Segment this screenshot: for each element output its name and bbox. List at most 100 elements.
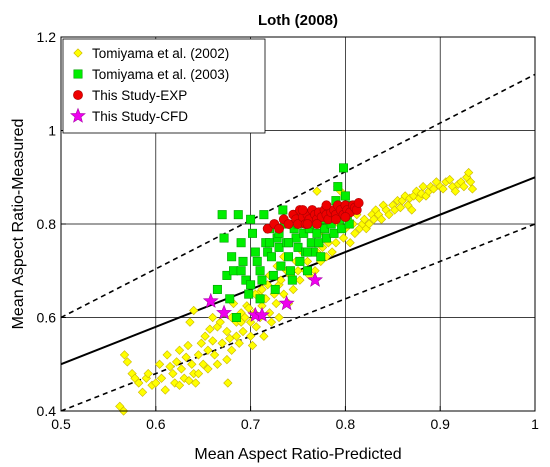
- circle-point: [274, 223, 284, 234]
- square-point: [312, 228, 322, 238]
- square-point: [236, 266, 246, 276]
- diamond-point: [445, 174, 455, 185]
- diamond-point: [459, 181, 469, 192]
- diamond-point: [259, 331, 269, 341]
- diamond-point: [208, 336, 218, 346]
- circle-point: [262, 223, 273, 234]
- diamond-point: [174, 345, 185, 355]
- series-circle: [262, 198, 364, 234]
- diamond-point: [160, 385, 170, 395]
- y-tick-label: 0.4: [37, 403, 57, 419]
- square-point: [278, 205, 288, 215]
- circle-point: [297, 205, 308, 215]
- diamond-point: [165, 361, 175, 372]
- circle-point: [302, 219, 313, 229]
- diamond-point: [418, 181, 428, 192]
- diamond-point: [223, 378, 233, 388]
- diamond-point: [276, 275, 286, 285]
- x-tick-label: 0.9: [430, 416, 450, 432]
- diamond-point: [231, 331, 242, 341]
- diamond-point: [238, 326, 248, 337]
- y-tick-label: 1.2: [37, 29, 57, 45]
- square-point: [231, 312, 241, 322]
- diamond-point: [227, 345, 237, 355]
- diamond-point: [245, 331, 256, 341]
- diamond-point: [331, 238, 341, 248]
- diamond-point: [162, 350, 172, 360]
- square-point: [268, 270, 278, 280]
- x-tick-label: 0.8: [336, 416, 356, 432]
- diamond-point: [156, 373, 167, 383]
- legend-square-marker: [73, 69, 83, 79]
- diamond-point: [208, 312, 218, 323]
- star-point: [307, 271, 323, 287]
- y-tick-label: 0.8: [37, 216, 57, 232]
- diamond-point: [151, 378, 161, 388]
- diamond-point: [302, 256, 313, 267]
- square-point: [241, 275, 251, 285]
- data-points: [115, 163, 478, 416]
- diamond-point: [143, 368, 153, 379]
- square-point: [340, 191, 350, 201]
- square-point: [306, 238, 316, 248]
- axis-ticks: 0.5 0.6 0.7 0.8 0.9 1 0.4 0.6 0.8 1 1.2: [37, 29, 540, 432]
- square-point: [252, 256, 262, 266]
- diamond-point: [465, 177, 476, 187]
- diamond-point: [345, 238, 355, 248]
- y-tick-label: 1: [48, 123, 56, 139]
- square-point: [250, 247, 260, 257]
- square-point: [274, 242, 284, 252]
- diamond-point: [376, 214, 387, 224]
- diamond-point: [350, 228, 360, 238]
- diamond-point: [137, 387, 148, 397]
- legend-entry-label: This Study-EXP: [92, 88, 187, 103]
- diamond-point: [450, 186, 460, 196]
- diamond-point: [168, 368, 178, 379]
- x-tick-label: 0.6: [146, 416, 166, 432]
- diamond-point: [293, 266, 303, 276]
- diamond-point: [359, 214, 369, 224]
- square-point: [329, 228, 339, 238]
- square-point: [293, 242, 303, 252]
- legend-entry-label: This Study-CFD: [92, 109, 188, 124]
- star-point: [254, 306, 270, 322]
- square-point: [339, 163, 349, 173]
- diamond-point: [438, 184, 448, 194]
- square-point: [284, 238, 294, 248]
- square-point: [302, 247, 312, 257]
- square-point: [302, 266, 312, 276]
- square-point: [225, 294, 235, 304]
- square-point: [333, 182, 343, 192]
- legend-entry-label: Tomiyama et al. (2002): [92, 46, 229, 61]
- square-point: [276, 261, 286, 271]
- square-point: [259, 210, 269, 220]
- diamond-point: [364, 219, 374, 229]
- square-point: [321, 233, 331, 243]
- diamond-point: [234, 338, 244, 348]
- diamond-point: [312, 186, 322, 196]
- series-star: [202, 271, 323, 322]
- star-point: [202, 292, 219, 308]
- circle-point: [331, 214, 341, 225]
- square-point: [316, 252, 326, 262]
- star-point: [216, 304, 232, 320]
- square-point: [219, 233, 229, 243]
- diamond-point: [225, 333, 235, 344]
- square-point: [257, 275, 267, 285]
- diamond-point: [184, 375, 194, 386]
- x-tick-label: 0.5: [51, 416, 71, 432]
- diamond-point: [338, 233, 349, 243]
- diamond-point: [172, 357, 182, 367]
- y-axis-label: Mean Aspect Ratio-Measured: [10, 119, 27, 330]
- diamond-point: [369, 214, 379, 224]
- star-point: [278, 295, 295, 311]
- diamond-point: [196, 338, 206, 348]
- square-point: [285, 266, 295, 276]
- square-point: [236, 238, 246, 248]
- square-point: [255, 294, 265, 304]
- x-axis-label: Mean Aspect Ratio-Predicted: [194, 446, 401, 463]
- diamond-point: [198, 359, 208, 369]
- diamond-point: [215, 317, 225, 327]
- x-tick-label: 0.7: [241, 416, 261, 432]
- diamond-point: [251, 322, 261, 332]
